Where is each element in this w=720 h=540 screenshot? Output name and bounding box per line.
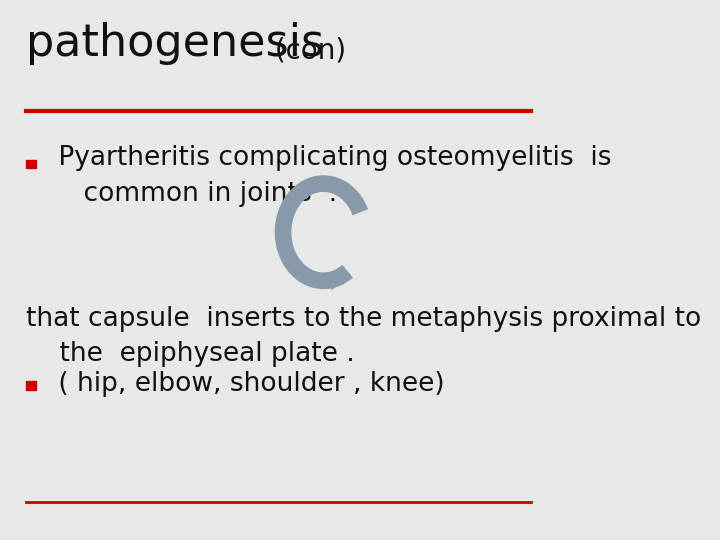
Text: common in joints  :: common in joints : [50, 181, 338, 207]
Text: ( hip, elbow, shoulder , knee): ( hip, elbow, shoulder , knee) [50, 372, 445, 397]
Text: Pyartheritis complicating osteomyelitis  is: Pyartheritis complicating osteomyelitis … [50, 145, 612, 171]
Text: (con): (con) [266, 37, 346, 65]
Bar [26, 381, 35, 390]
Text: the  epiphyseal plate .: the epiphyseal plate . [26, 341, 355, 367]
Text: pathogenesis: pathogenesis [26, 22, 324, 65]
Bar [26, 160, 35, 168]
Text: that capsule  inserts to the metaphysis proximal to: that capsule inserts to the metaphysis p… [26, 306, 701, 332]
